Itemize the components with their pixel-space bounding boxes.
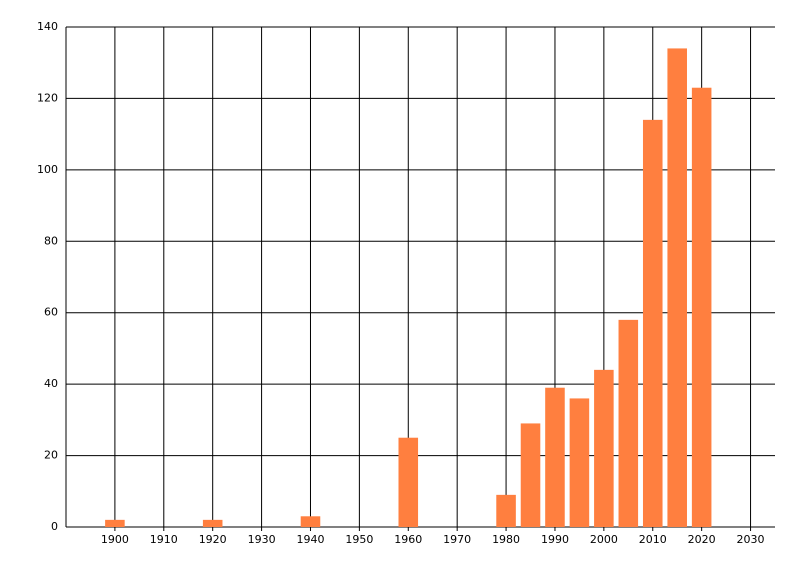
x-tick-label: 1940 [296, 533, 324, 546]
x-tick-label: 2010 [639, 533, 667, 546]
bar [594, 369, 614, 527]
x-tick-label: 1980 [492, 533, 520, 546]
x-tick-label: 1920 [199, 533, 227, 546]
x-tick-label: 1950 [345, 533, 373, 546]
y-tick-label: 60 [44, 306, 58, 319]
bar [398, 437, 419, 527]
bar [618, 319, 639, 527]
bar [496, 494, 516, 527]
x-tick-label: 2020 [688, 533, 716, 546]
bar [105, 519, 125, 527]
x-tick-label: 1930 [248, 533, 276, 546]
y-tick-label: 20 [44, 449, 58, 462]
y-tick-label: 140 [37, 20, 58, 33]
x-tick-label: 1960 [394, 533, 422, 546]
y-tick-label: 80 [44, 234, 58, 247]
bar [642, 119, 663, 527]
bar [520, 423, 541, 527]
bar [667, 48, 687, 528]
bar [691, 87, 712, 527]
y-tick-label: 120 [37, 91, 58, 104]
x-tick-label: 1970 [443, 533, 471, 546]
bar [569, 398, 590, 527]
bar [202, 519, 223, 527]
x-tick-label: 1910 [150, 533, 178, 546]
y-tick-label: 40 [44, 377, 58, 390]
bar [545, 387, 565, 527]
x-tick-label: 2000 [590, 533, 618, 546]
x-tick-label: 1990 [541, 533, 569, 546]
x-tick-label: 2030 [737, 533, 765, 546]
y-tick-label: 0 [51, 520, 58, 533]
x-tick-label: 1900 [101, 533, 129, 546]
bar [300, 516, 321, 527]
y-tick-label: 100 [37, 163, 58, 176]
